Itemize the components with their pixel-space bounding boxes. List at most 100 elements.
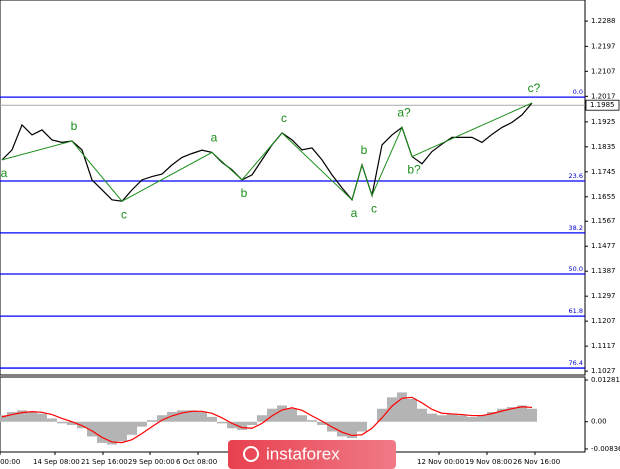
histogram-bar	[247, 421, 257, 426]
histogram-bar	[307, 420, 317, 422]
x-tick-label: 14 Sep 08:00	[33, 458, 80, 466]
wave-label: b?	[407, 163, 421, 177]
x-tick-label: 7 Sep 00:00	[0, 458, 20, 466]
y-tick-label: 1.2017	[591, 92, 616, 100]
histogram-bar	[0, 415, 7, 422]
logo-icon	[243, 446, 259, 462]
histogram-bar	[427, 413, 437, 422]
y-tick-label: 1.1745	[591, 168, 616, 176]
histogram-bar	[317, 421, 327, 426]
x-tick-label: 26 Nov 16:00	[513, 458, 560, 466]
wave-label: a	[351, 206, 358, 220]
histogram-bar	[457, 415, 467, 422]
histogram-bar	[117, 421, 127, 442]
histogram-bar	[17, 410, 27, 422]
histogram-bar	[377, 408, 387, 422]
x-tick-label: 12 Nov 00:00	[417, 458, 464, 466]
histogram-bar	[97, 421, 107, 443]
osc-tick-label: -0.00836	[591, 445, 620, 453]
histogram-bar	[57, 421, 67, 424]
logo-box	[228, 440, 396, 469]
y-tick-label: 1.1297	[591, 292, 616, 300]
histogram-bar	[107, 421, 117, 445]
histogram-bar	[147, 420, 157, 422]
histogram-bar	[87, 421, 97, 437]
histogram-bar	[47, 418, 57, 422]
y-tick-label: 1.1027	[591, 367, 616, 375]
y-tick-label: 1.2107	[591, 67, 616, 75]
histogram-bar	[237, 421, 247, 430]
osc-tick-label: 0.00	[591, 418, 607, 426]
histogram-bar	[347, 421, 357, 439]
histogram-bar	[7, 411, 17, 422]
histogram-bar	[527, 408, 537, 422]
wave-label: a?	[397, 106, 411, 120]
current-price-box	[585, 99, 620, 111]
y-tick-label: 1.1835	[591, 143, 616, 151]
fib-label: 76.4	[569, 359, 583, 367]
logo-text: instaforex	[266, 444, 340, 463]
signal-line	[1, 396, 533, 444]
histogram-bar	[77, 421, 87, 429]
histogram-bar	[217, 421, 227, 424]
wave-label: c	[281, 111, 287, 125]
x-tick-label: 6 Oct 08:00	[176, 458, 217, 466]
histogram-bar	[277, 405, 287, 422]
y-tick-label: 1.1567	[591, 217, 616, 225]
histogram-bar	[437, 415, 447, 422]
histogram-bar	[487, 411, 497, 422]
histogram-bar	[337, 421, 347, 437]
wave-label: c	[121, 207, 127, 221]
histogram-bar	[177, 410, 187, 422]
current-price-label: 1.1985	[590, 101, 615, 109]
fib-label: 23.6	[569, 172, 583, 180]
histogram-bar	[467, 416, 477, 422]
histogram-bar	[287, 408, 297, 422]
histogram-bar	[517, 405, 527, 422]
fib-label: 61.8	[569, 307, 583, 315]
histogram-bar	[447, 413, 457, 422]
histogram-bar	[207, 416, 217, 422]
histogram-bar	[407, 398, 417, 422]
y-tick-label: 1.1925	[591, 118, 616, 126]
histogram-bar	[477, 415, 487, 422]
histogram-bar	[167, 411, 177, 422]
wave-label: b	[71, 119, 78, 133]
x-tick-label: 19 Nov 08:00	[465, 458, 512, 466]
fib-label: 38.2	[569, 224, 583, 232]
histogram-bar	[297, 415, 307, 422]
histogram-bar	[67, 421, 77, 426]
osc-tick-label: 0.01281	[591, 376, 620, 384]
wave-label: c?	[528, 81, 541, 95]
histogram-bar	[37, 413, 47, 422]
wave-line	[1, 102, 533, 202]
y-tick-label: 1.1207	[591, 317, 616, 325]
y-tick-label: 1.1655	[591, 193, 616, 201]
histogram-bar	[257, 415, 267, 422]
fib-label: 50.0	[569, 265, 583, 273]
x-tick-label: 21 Sep 16:00	[81, 458, 128, 466]
histogram-bar	[137, 421, 147, 427]
fib-label: 0.0	[573, 88, 583, 96]
main-panel	[0, 0, 586, 376]
histogram-bar	[397, 392, 407, 422]
histogram-bar	[357, 421, 367, 432]
histogram-bar	[27, 411, 37, 422]
histogram-bar	[497, 408, 507, 422]
x-tick-label: 29 Sep 00:00	[128, 458, 175, 466]
y-tick-label: 1.1117	[591, 342, 616, 350]
y-tick-label: 1.1477	[591, 242, 616, 250]
histogram-bar	[197, 411, 207, 422]
wave-label: a	[211, 131, 218, 145]
y-tick-label: 1.2288	[591, 17, 616, 25]
histogram-bar	[187, 410, 197, 422]
wave-label: a	[1, 166, 8, 180]
layer: 1.2288 1.2197 1.2107 1.2017 1.1925 1.1835 1.17…	[0, 17, 620, 466]
wave-label: b	[241, 186, 248, 200]
histogram-bar	[157, 415, 167, 422]
histogram-bar	[417, 408, 427, 422]
histogram-bar	[387, 397, 397, 422]
wave-label: c	[371, 202, 377, 216]
histogram-bar	[127, 421, 137, 435]
